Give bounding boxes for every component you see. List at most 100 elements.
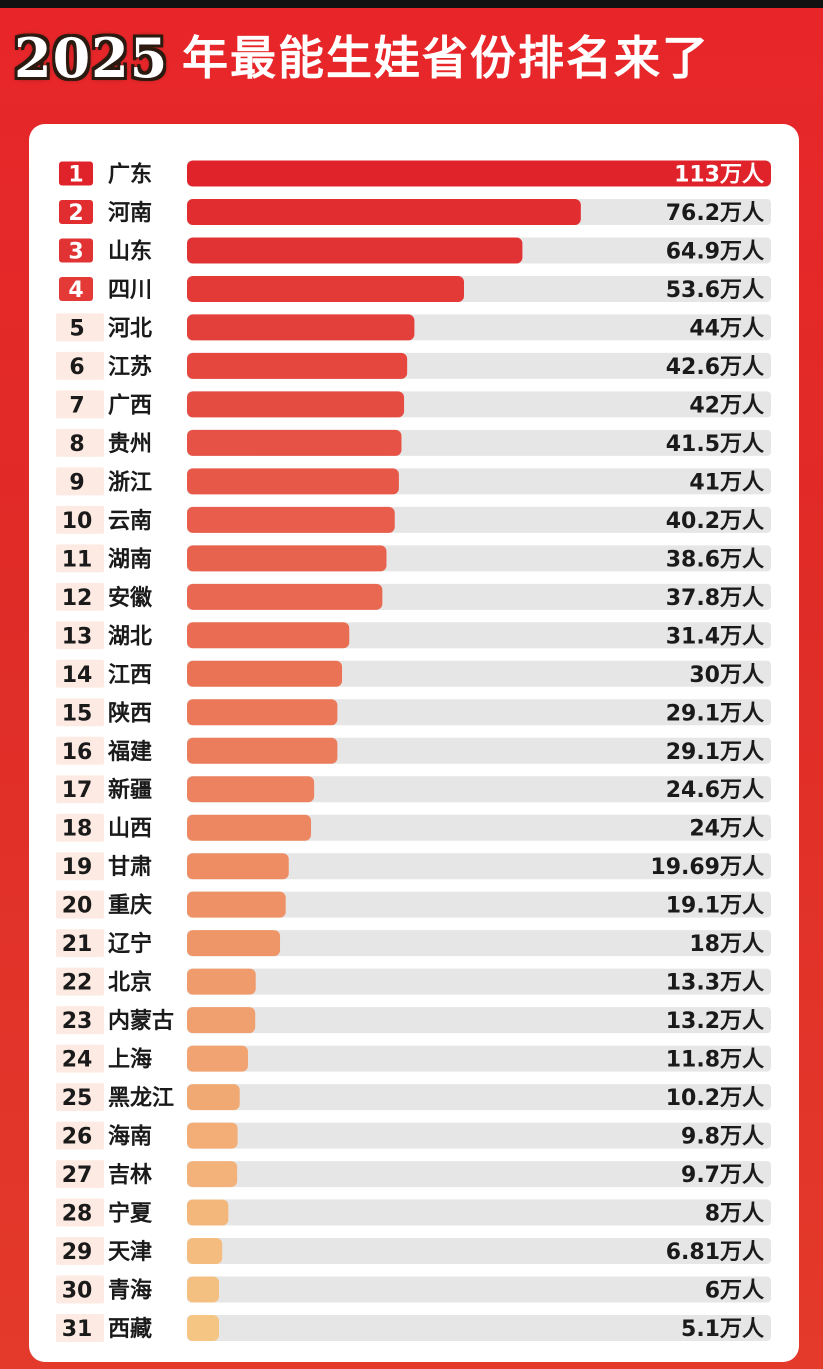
province-label: 宁夏 — [108, 1201, 153, 1227]
rank-number: 30 — [62, 1279, 93, 1304]
rank-number: 27 — [62, 1163, 93, 1188]
bar-row: 14 江西 30万人 — [56, 659, 771, 688]
rank-number: 11 — [62, 547, 93, 572]
province-label: 福建 — [107, 740, 152, 765]
province-label: 广西 — [108, 392, 152, 418]
page-title: 年最能生娃省份排名来了 — [182, 31, 710, 85]
bar — [187, 506, 395, 533]
rank-number: 24 — [62, 1048, 93, 1073]
rank-badge — [56, 1314, 104, 1342]
bar — [187, 968, 256, 995]
rank-number: 8 — [69, 432, 84, 457]
rank-badge — [56, 467, 104, 496]
rank-badge — [56, 1198, 104, 1227]
bar — [187, 314, 415, 341]
rank-badge — [56, 544, 104, 573]
value-label: 19.1万人 — [666, 894, 764, 919]
province-label: 浙江 — [108, 470, 152, 495]
bar-row: 12 安徽 37.8万人 — [56, 582, 771, 611]
rank-number: 5 — [69, 316, 84, 341]
province-label: 湖南 — [108, 547, 152, 572]
bar-track — [187, 1122, 771, 1149]
value-label: 18万人 — [689, 932, 764, 957]
bar-track — [187, 1007, 771, 1034]
value-label: 9.8万人 — [681, 1125, 764, 1150]
bar-row: 8 贵州 41.5万人 — [56, 428, 771, 457]
top-border — [0, 0, 823, 8]
province-label: 黑龙江 — [108, 1086, 174, 1111]
bar — [187, 891, 286, 918]
rank-badge — [59, 161, 93, 186]
bar-row: 17 新疆 24.6万人 — [56, 775, 771, 804]
value-label: 40.2万人 — [666, 509, 764, 534]
value-label: 11.8万人 — [666, 1048, 764, 1073]
rank-badge — [56, 890, 104, 919]
value-label: 24.6万人 — [666, 778, 764, 803]
rank-number: 31 — [62, 1317, 93, 1342]
bar — [187, 699, 338, 726]
province-label: 河北 — [108, 316, 152, 341]
rank-badge — [56, 505, 104, 534]
province-label: 陕西 — [108, 701, 152, 726]
bar-row: 29 天津 6.81万人 — [56, 1237, 771, 1266]
province-label: 辽宁 — [108, 931, 152, 957]
province-label: 山西 — [108, 817, 152, 842]
value-label: 19.69万人 — [650, 855, 764, 880]
province-label: 天津 — [108, 1239, 152, 1265]
value-label: 8万人 — [705, 1202, 764, 1227]
bar — [187, 1276, 219, 1303]
rank-number: 7 — [69, 393, 84, 418]
bar — [187, 391, 405, 418]
rank-number: 4 — [68, 278, 83, 303]
bar-track — [187, 814, 771, 841]
province-label: 江西 — [108, 663, 152, 688]
bar-row: 3 山东 64.9万人 — [59, 237, 771, 264]
bar-track — [187, 968, 771, 995]
value-label: 24万人 — [689, 817, 764, 842]
rank-number: 3 — [68, 239, 83, 264]
bar — [187, 776, 315, 803]
value-label: 113万人 — [674, 163, 764, 188]
bar-row: 30 青海 6万人 — [56, 1275, 771, 1304]
province-label: 新疆 — [108, 777, 152, 803]
rank-badge — [56, 813, 104, 842]
bar-track — [187, 1315, 771, 1341]
rank-badge — [56, 1083, 104, 1112]
value-label: 31.4万人 — [666, 624, 764, 649]
rank-number: 23 — [62, 1009, 93, 1034]
rank-badge — [56, 582, 104, 611]
bar-row: 31 西藏 5.1万人 — [56, 1314, 771, 1342]
rank-number: 14 — [62, 663, 93, 688]
bar-track — [187, 1238, 771, 1265]
bar-row: 24 上海 11.8万人 — [56, 1044, 771, 1073]
rank-number: 6 — [69, 355, 84, 380]
bar-track — [187, 891, 771, 918]
province-label: 贵州 — [108, 432, 152, 457]
bar — [187, 1315, 219, 1341]
value-label: 29.1万人 — [666, 740, 764, 765]
value-label: 44万人 — [689, 316, 764, 341]
value-label: 42万人 — [689, 393, 764, 418]
bar-row: 2 河南 76.2万人 — [59, 198, 771, 226]
rank-number: 2 — [68, 201, 83, 226]
bar — [187, 1045, 248, 1072]
bar-row: 9 浙江 41万人 — [56, 467, 771, 496]
bar-row: 1 广东 113万人 — [59, 160, 771, 188]
bar-row: 25 黑龙江 10.2万人 — [56, 1083, 771, 1112]
province-label: 北京 — [108, 970, 152, 996]
rank-number: 16 — [62, 740, 93, 765]
bar — [187, 198, 581, 225]
bar — [187, 160, 771, 187]
province-label: 安徽 — [108, 585, 153, 611]
rank-badge — [59, 199, 93, 224]
rank-badge — [56, 1237, 104, 1266]
rank-number: 9 — [69, 470, 84, 495]
bar-track — [187, 776, 771, 803]
province-label: 吉林 — [108, 1162, 152, 1188]
rank-badge — [56, 967, 104, 996]
bar-row: 23 内蒙古 13.2万人 — [56, 1006, 771, 1035]
province-label: 四川 — [108, 278, 152, 303]
rank-badge — [56, 351, 104, 380]
province-label: 湖北 — [108, 624, 152, 649]
province-label: 上海 — [108, 1047, 152, 1073]
